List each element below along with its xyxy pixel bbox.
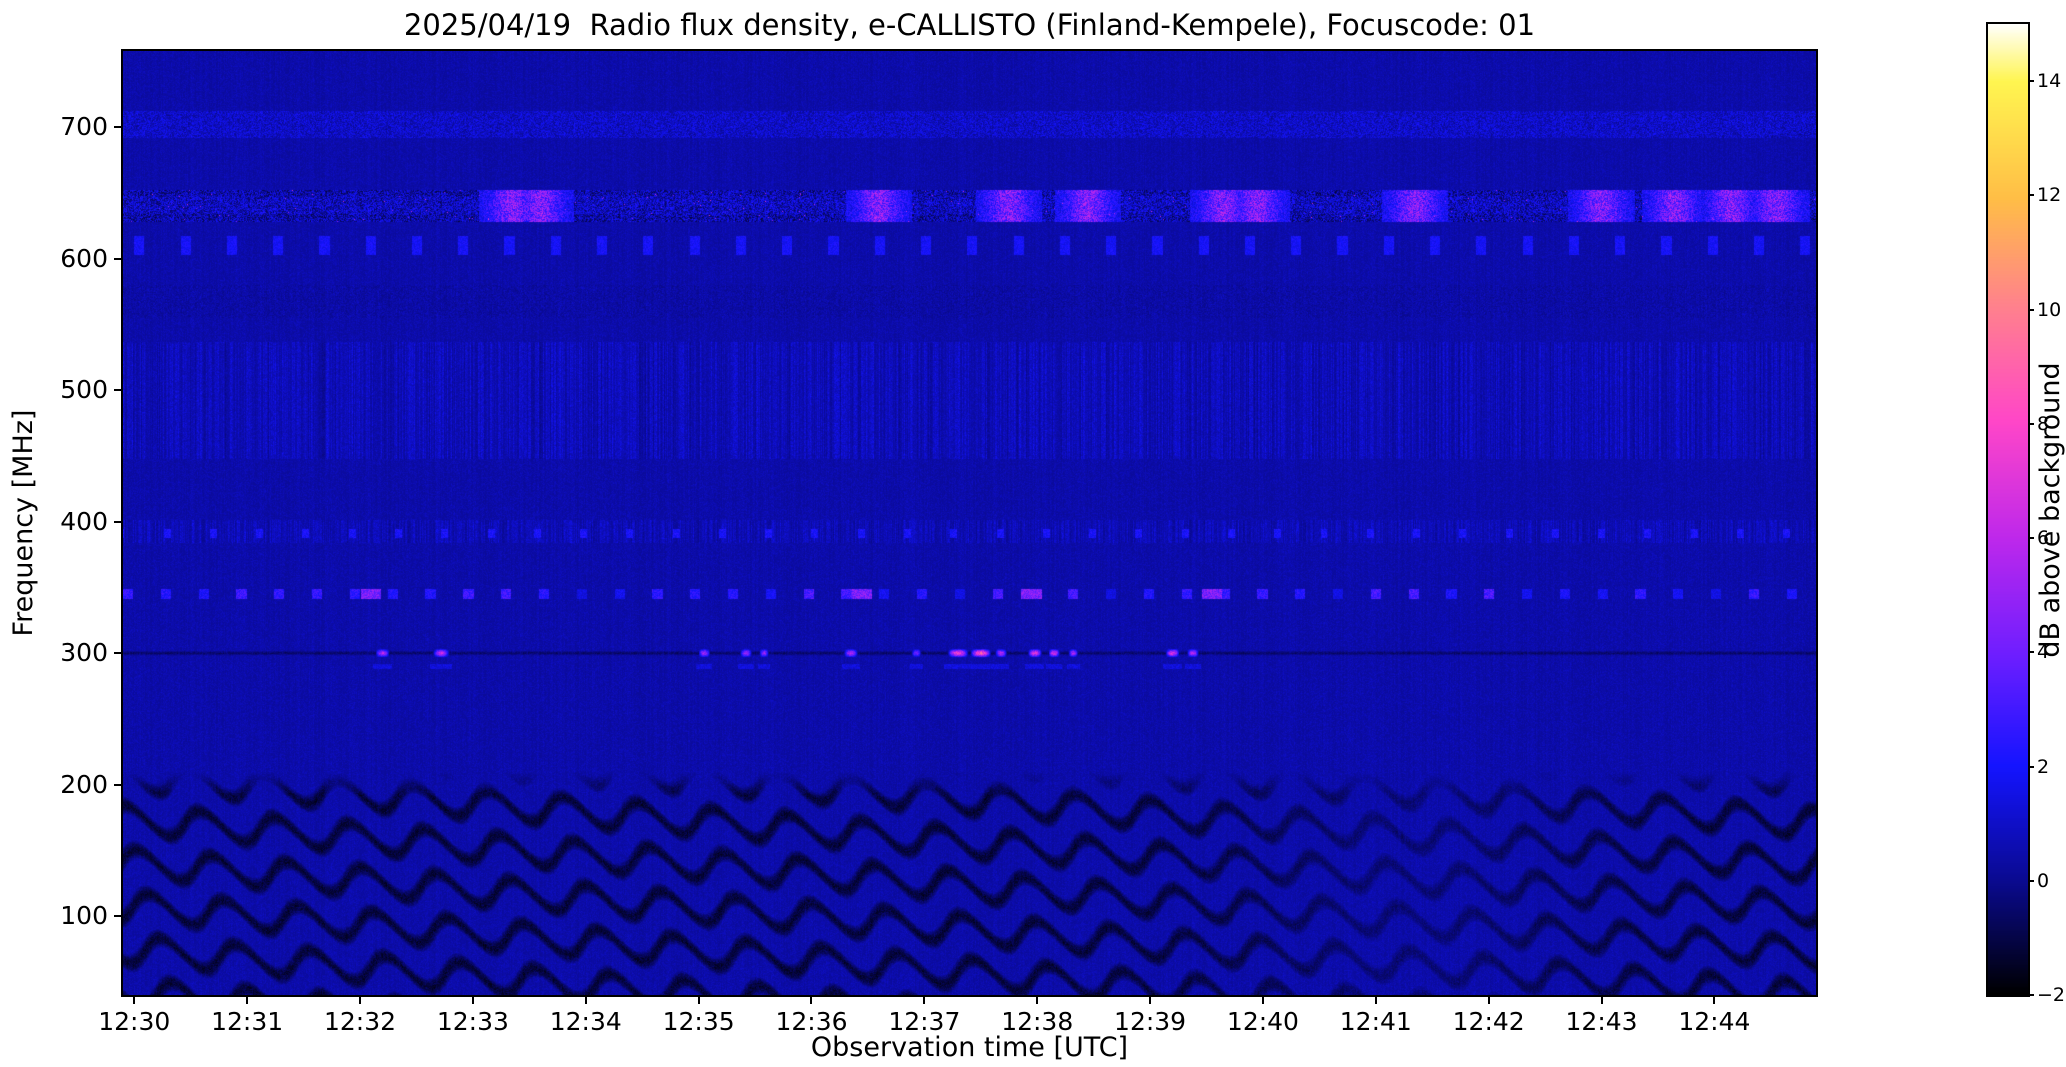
colorbar-label: dB above background (2035, 362, 2066, 658)
colorbar-tick-label: 12 (2037, 184, 2062, 207)
colorbar-tick-mark (2028, 194, 2034, 197)
colorbar-tick-mark (2028, 308, 2034, 311)
x-tick-mark (923, 995, 926, 1004)
x-tick-label: 12:34 (549, 1007, 622, 1036)
y-tick-label: 600 (60, 243, 108, 273)
x-tick-mark (810, 995, 813, 1004)
spectrogram-canvas (123, 51, 1816, 995)
colorbar-tick-label: 8 (2037, 412, 2050, 435)
y-tick-mark (114, 783, 123, 786)
x-tick-mark (1036, 995, 1039, 1004)
x-tick-label: 12:32 (323, 1007, 397, 1036)
x-tick-label: 12:40 (1226, 1007, 1299, 1036)
x-tick-label: 12:30 (98, 1007, 171, 1036)
colorbar-tick-mark (2028, 422, 2034, 425)
x-tick-label: 12:42 (1452, 1007, 1525, 1036)
y-tick-mark (114, 257, 123, 260)
colorbar-tick-mark (2028, 879, 2034, 882)
x-tick-label: 12:36 (775, 1007, 848, 1036)
colorbar-tick-label: 6 (2037, 527, 2050, 550)
x-tick-label: 12:35 (662, 1007, 735, 1036)
x-tick-mark (471, 995, 474, 1004)
x-tick-mark (1149, 995, 1152, 1004)
y-tick-label: 300 (60, 638, 108, 668)
colorbar-tick-mark (2028, 80, 2034, 83)
x-tick-mark (1600, 995, 1603, 1004)
x-tick-mark (359, 995, 362, 1004)
x-tick-mark (133, 995, 136, 1004)
x-tick-label: 12:41 (1339, 1007, 1412, 1036)
colorbar-tick-mark (2028, 651, 2034, 654)
x-tick-mark (1713, 995, 1716, 1004)
y-tick-label: 700 (60, 112, 108, 142)
colorbar-tick-mark (2028, 765, 2034, 768)
colorbar-tick-label: 10 (2037, 298, 2062, 321)
colorbar-tick-mark (2028, 994, 2034, 996)
x-tick-mark (697, 995, 700, 1004)
colorbar-tick-label: 0 (2037, 869, 2050, 892)
y-tick-label: 400 (60, 506, 108, 536)
y-tick-mark (114, 915, 123, 918)
y-tick-mark (114, 126, 123, 129)
x-tick-mark (1374, 995, 1377, 1004)
y-tick-label: 500 (60, 375, 108, 405)
x-tick-label: 12:33 (436, 1007, 509, 1036)
x-tick-label: 12:37 (888, 1007, 961, 1036)
x-tick-mark (246, 995, 249, 1004)
x-tick-label: 12:44 (1678, 1007, 1751, 1036)
y-tick-mark (114, 389, 123, 392)
x-tick-label: 12:39 (1114, 1007, 1187, 1036)
colorbar-tick-label: 2 (2037, 755, 2050, 778)
x-tick-mark (1487, 995, 1490, 1004)
x-tick-label: 12:38 (1001, 1007, 1074, 1036)
y-tick-label: 100 (60, 901, 108, 931)
colorbar-canvas (1988, 24, 2028, 995)
y-tick-mark (114, 652, 123, 655)
colorbar-tick-mark (2028, 537, 2034, 540)
y-tick-mark (114, 520, 123, 523)
x-axis-label: Observation time [UTC] (810, 1032, 1129, 1063)
x-tick-mark (584, 995, 587, 1004)
x-tick-mark (1261, 995, 1264, 1004)
y-tick-label: 200 (60, 769, 108, 799)
colorbar-tick-label: 14 (2037, 70, 2062, 93)
chart-title: 2025/04/19 Radio flux density, e-CALLIST… (403, 8, 1536, 42)
colorbar-tick-label: −2 (2037, 984, 2066, 1006)
x-tick-label: 12:31 (211, 1007, 284, 1036)
x-tick-label: 12:43 (1565, 1007, 1638, 1036)
colorbar-tick-label: 4 (2037, 641, 2050, 664)
